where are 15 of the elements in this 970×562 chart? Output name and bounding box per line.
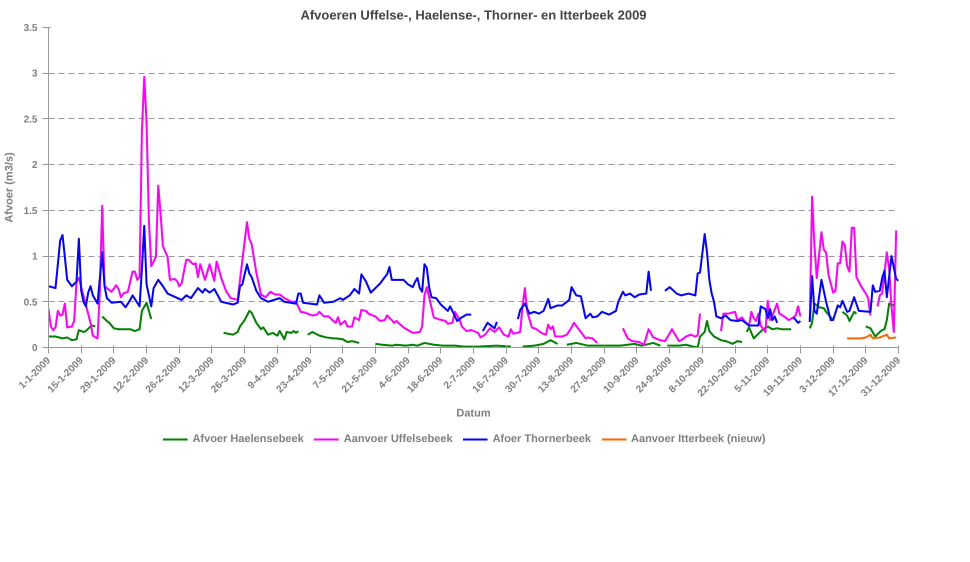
y-tick-label: 0 <box>32 343 38 354</box>
chart-title: Afvoeren Uffelse-, Haelense-, Thorner- en Itterbeek 2009 <box>300 8 647 22</box>
x-axis-title: Datum <box>456 408 491 420</box>
y-tick-label: 1 <box>32 252 38 263</box>
legend-label: Aanvoer Itterbeek (nieuw) <box>631 433 766 445</box>
y-tick-label: 3.5 <box>24 23 38 34</box>
y-tick-label: 2.5 <box>24 114 38 126</box>
y-axis-title: Afvoer (m3/s) <box>4 152 16 223</box>
legend-label: Afoer Thornerbeek <box>492 433 592 445</box>
y-tick-label: 2 <box>32 160 38 172</box>
legend-label: Aanvoer Uffelsebeek <box>344 433 453 445</box>
y-tick-label: 0.5 <box>24 297 38 308</box>
y-tick-label: 3 <box>32 68 38 80</box>
y-tick-label: 1.5 <box>24 206 38 217</box>
legend-label: Afvoer Haelensebeek <box>192 433 304 445</box>
